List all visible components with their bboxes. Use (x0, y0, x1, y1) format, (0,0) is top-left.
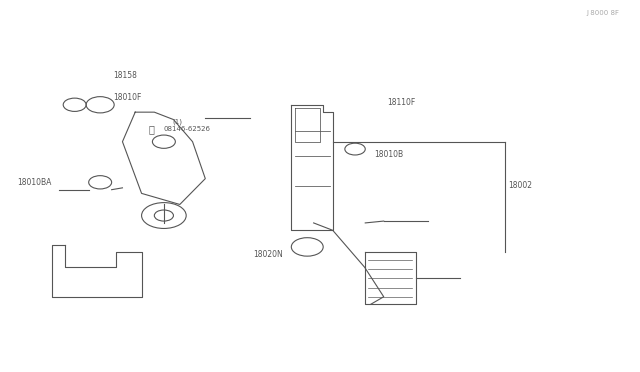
Text: 18020N: 18020N (253, 250, 283, 259)
Text: J 8000 8F: J 8000 8F (586, 10, 620, 16)
Text: 18110F: 18110F (387, 99, 415, 108)
Text: 18010F: 18010F (113, 93, 141, 102)
Text: 18010BA: 18010BA (17, 178, 52, 187)
Text: Ⓑ: Ⓑ (148, 124, 154, 134)
Text: (1): (1) (172, 118, 182, 125)
Text: 18002: 18002 (508, 182, 532, 190)
Text: 18158: 18158 (113, 71, 137, 80)
Text: 18010B: 18010B (374, 150, 403, 159)
Text: 08146-62526: 08146-62526 (164, 126, 211, 132)
